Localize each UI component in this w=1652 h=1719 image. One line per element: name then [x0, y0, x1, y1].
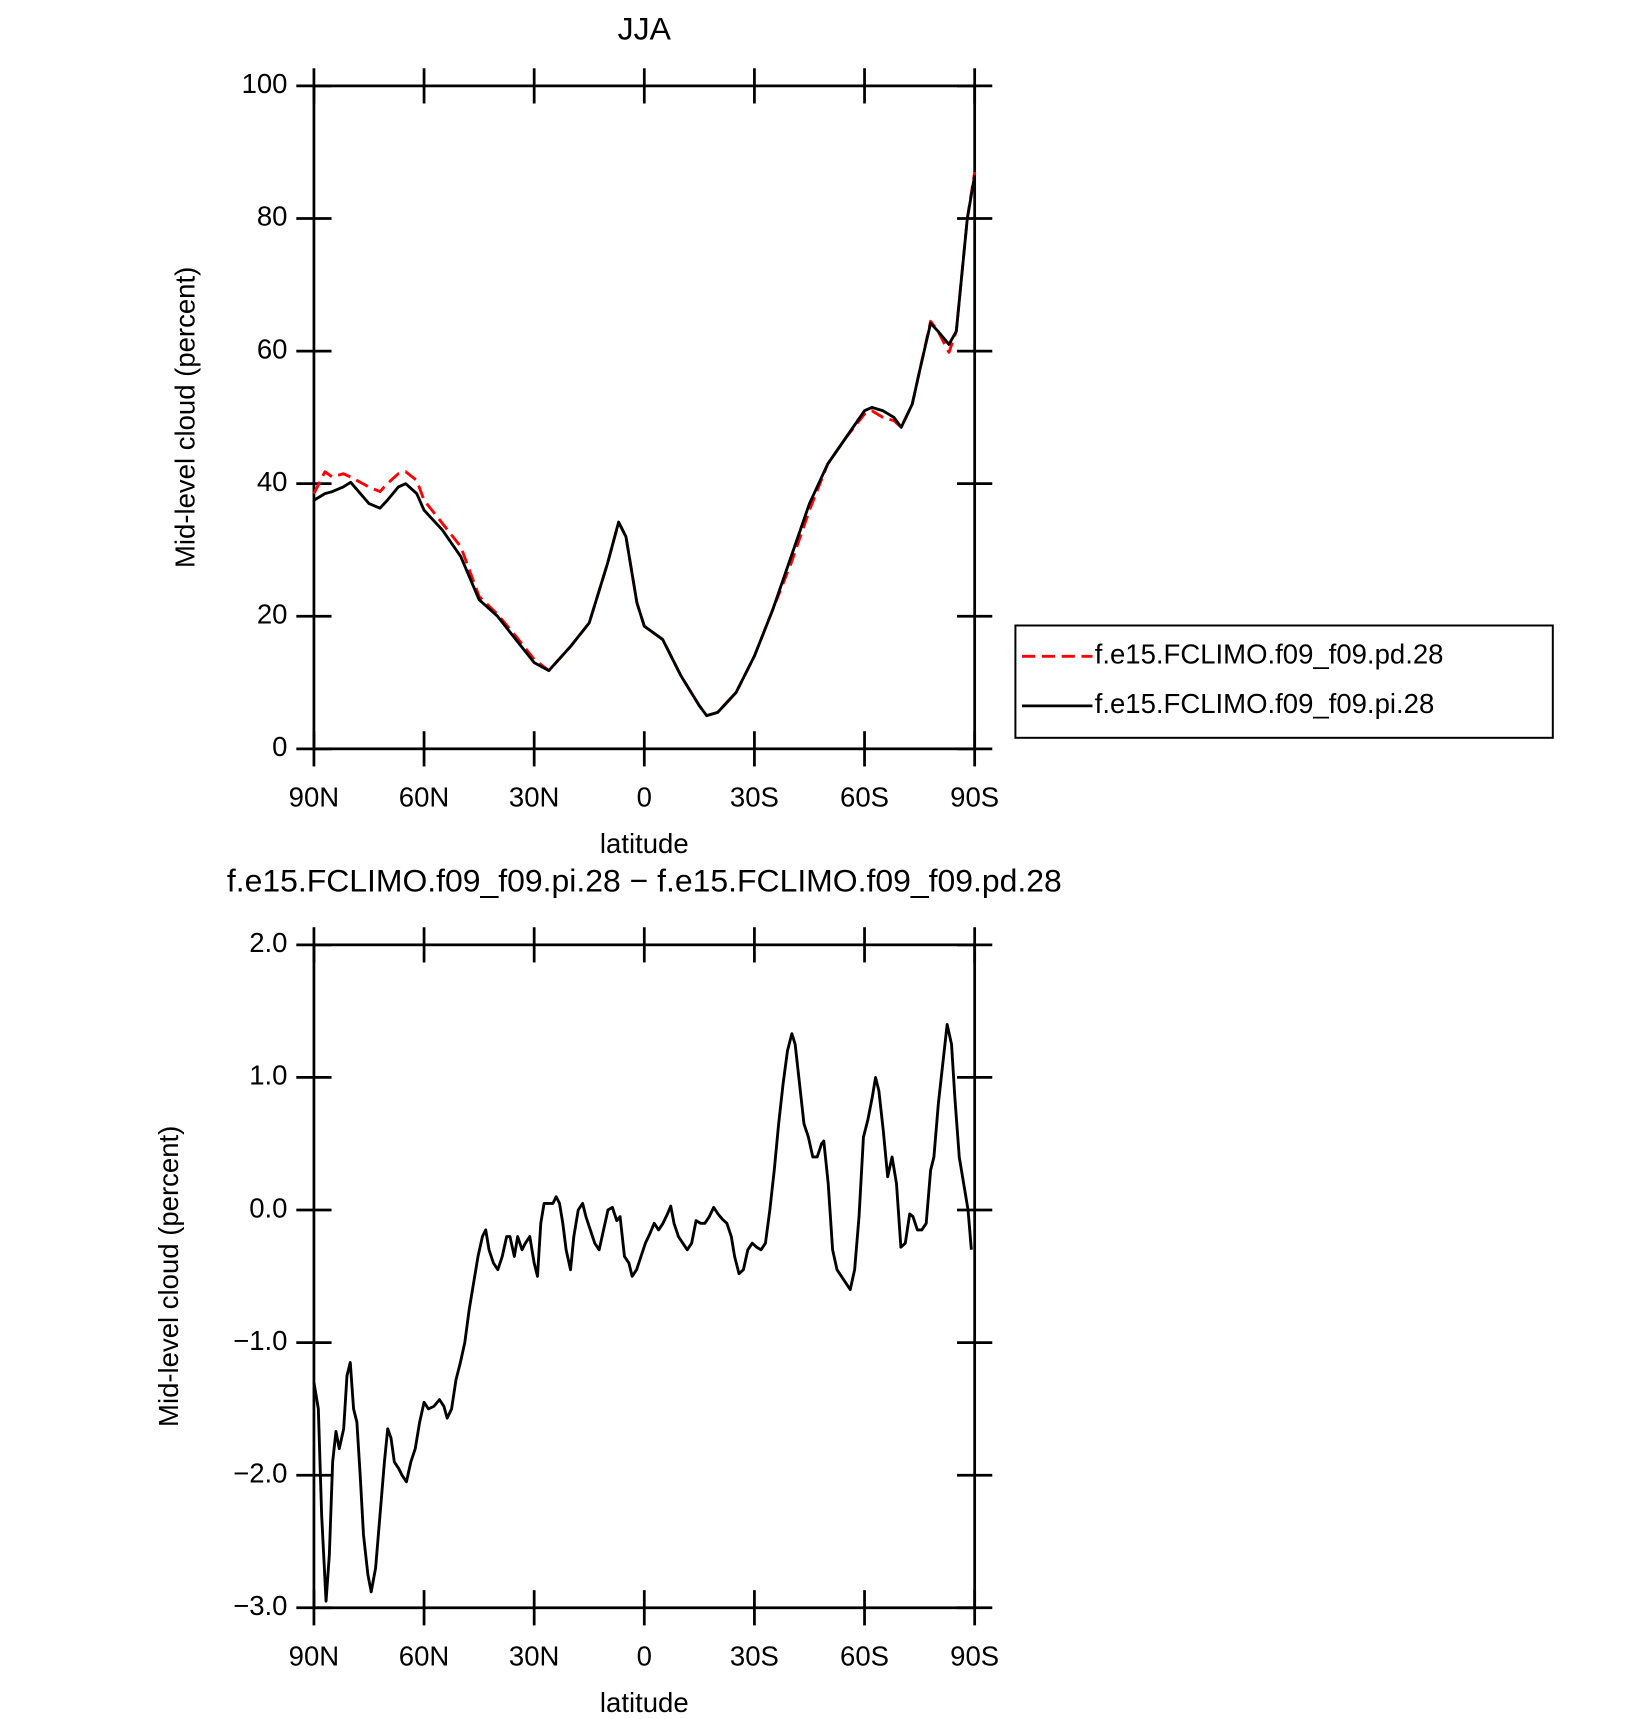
- x-tick-label: 30S: [730, 1641, 779, 1672]
- x-tick-label: 60S: [840, 782, 889, 813]
- y-tick-label: 0.0: [249, 1192, 287, 1223]
- x-tick-label: 0: [637, 782, 652, 813]
- x-tick-label: 30N: [509, 1641, 559, 1672]
- y-tick-label: 1.0: [249, 1060, 287, 1091]
- x-tick-label: 90N: [289, 782, 339, 813]
- y-tick-label: 80: [257, 201, 288, 232]
- x-tick-label: 90N: [289, 1641, 339, 1672]
- y-tick-label: 20: [257, 599, 288, 630]
- x-tick-label: 0: [637, 1641, 652, 1672]
- x-tick-label: 30S: [730, 782, 779, 813]
- data-line: [312, 1022, 973, 1603]
- y-tick-label: 60: [257, 333, 288, 364]
- x-tick-label: 60S: [840, 1641, 889, 1672]
- y-tick-label: −2.0: [233, 1457, 287, 1488]
- data-line: [313, 175, 977, 718]
- y-tick-label: −1.0: [233, 1325, 287, 1356]
- x-tick-label: 90S: [950, 1641, 999, 1672]
- x-tick-label: 60N: [399, 782, 449, 813]
- data-line: [312, 171, 977, 718]
- x-tick-label: 30N: [509, 782, 559, 813]
- y-tick-label: 2.0: [249, 927, 287, 958]
- y-tick-label: −3.0: [233, 1590, 287, 1621]
- x-tick-label: 90S: [950, 782, 999, 813]
- y-axis-label: Mid-level cloud (percent): [170, 267, 201, 568]
- chart-title: JJA: [618, 10, 672, 46]
- plot-frame: [312, 943, 977, 1610]
- x-tick-label: 60N: [399, 1641, 449, 1672]
- legend-label: f.e15.FCLIMO.f09_f09.pd.28: [1095, 639, 1444, 670]
- chart-title: f.e15.FCLIMO.f09_f09.pi.28 − f.e15.FCLIM…: [227, 863, 1062, 899]
- legend-label: f.e15.FCLIMO.f09_f09.pi.28: [1095, 688, 1435, 719]
- plot-frame: [312, 84, 977, 751]
- y-tick-label: 40: [257, 466, 288, 497]
- y-tick-label: 100: [242, 68, 288, 99]
- x-axis-label: latitude: [600, 1687, 689, 1718]
- y-axis-label: Mid-level cloud (percent): [153, 1126, 184, 1427]
- x-axis-label: latitude: [600, 828, 689, 859]
- y-tick-label: 0: [272, 731, 287, 762]
- legend-box: [1014, 624, 1554, 739]
